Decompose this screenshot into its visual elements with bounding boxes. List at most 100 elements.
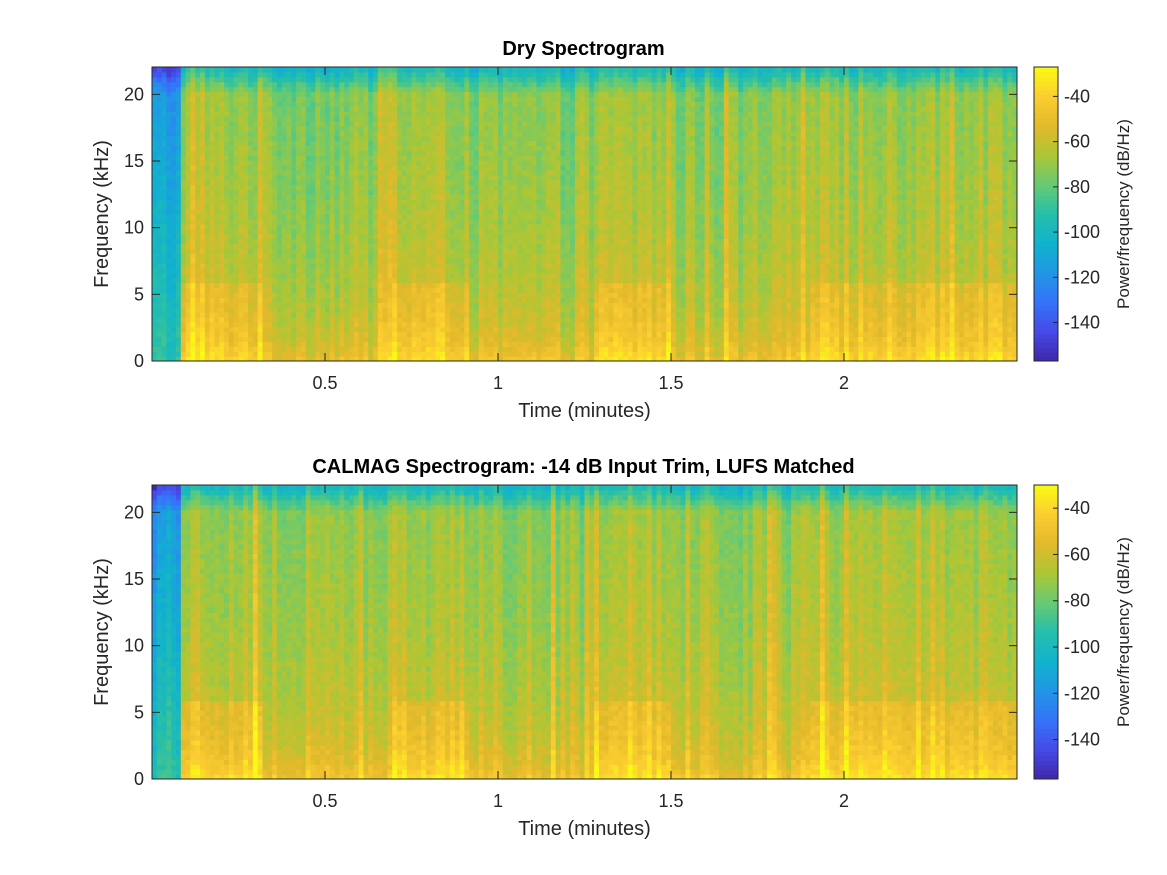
- spectrogram-cell: [358, 150, 365, 156]
- spectrogram-cell: [176, 282, 182, 289]
- spectrogram-cell: [464, 253, 470, 259]
- spectrogram-cell: [526, 277, 533, 284]
- spectrogram-cell: [541, 253, 547, 259]
- spectrogram-cell: [401, 253, 408, 259]
- spectrogram-cell: [171, 189, 177, 195]
- spectrogram-cell: [156, 218, 163, 225]
- spectrogram-cell: [531, 351, 538, 357]
- spectrogram-cell: [291, 292, 297, 298]
- spectrogram-cell: [161, 81, 168, 88]
- spectrogram-cell: [454, 160, 461, 166]
- spectrogram-cell: [334, 248, 341, 254]
- spectrogram-cell: [320, 76, 326, 83]
- spectrogram-cell: [195, 297, 201, 303]
- spectrogram-cell: [329, 81, 336, 88]
- spectrogram-cell: [310, 86, 316, 93]
- spectrogram-cell: [522, 258, 528, 264]
- spectrogram-cell: [267, 297, 273, 303]
- spectrogram-cell: [517, 155, 523, 161]
- spectrogram-cell: [416, 145, 422, 151]
- spectrogram-cell: [296, 263, 302, 269]
- spectrogram-cell: [248, 120, 254, 127]
- spectrogram-cell: [512, 71, 518, 78]
- spectrogram-cell: [329, 228, 336, 235]
- spectrogram-cell: [488, 214, 494, 220]
- spectrogram-cell: [166, 218, 172, 225]
- spectrogram-cell: [305, 356, 312, 361]
- spectrogram-cell: [305, 302, 312, 308]
- spectrogram-cell: [488, 130, 494, 137]
- spectrogram-cell: [368, 253, 374, 259]
- spectrogram-cell: [411, 282, 417, 289]
- spectrogram-cell: [315, 321, 321, 328]
- spectrogram-cell: [349, 218, 355, 225]
- spectrogram-cell: [387, 169, 393, 176]
- spectrogram-cell: [445, 346, 451, 352]
- spectrogram-cell: [228, 228, 235, 235]
- spectrogram-cell: [512, 67, 518, 73]
- spectrogram-cell: [334, 91, 341, 97]
- spectrogram-cell: [166, 277, 172, 284]
- spectrogram-cell: [315, 326, 321, 333]
- spectrogram-cell: [214, 312, 220, 318]
- spectrogram-cell: [358, 155, 365, 161]
- spectrogram-cell: [536, 209, 542, 215]
- spectrogram-cell: [257, 272, 264, 279]
- spectrogram-cell: [156, 307, 163, 313]
- spectrogram-cell: [248, 218, 254, 225]
- spectrogram-cell: [502, 253, 509, 259]
- spectrogram-cell: [483, 204, 489, 210]
- spectrogram-cell: [522, 263, 528, 269]
- spectrogram-cell: [238, 316, 244, 323]
- spectrogram-cell: [416, 209, 422, 215]
- spectrogram-cell: [344, 331, 350, 338]
- spectrogram-cell: [406, 81, 413, 88]
- spectrogram-cell: [435, 145, 441, 151]
- spectrogram-cell: [252, 292, 259, 298]
- spectrogram-cell: [339, 91, 345, 97]
- spectrogram-cell: [272, 292, 278, 298]
- spectrogram-cell: [382, 101, 389, 107]
- spectrogram-cell: [325, 165, 331, 171]
- spectrogram-cell: [310, 321, 316, 328]
- spectrogram-cell: [421, 307, 427, 313]
- spectrogram-cell: [233, 243, 240, 249]
- spectrogram-cell: [267, 120, 273, 127]
- spectrogram-cell: [377, 316, 384, 323]
- spectrogram-cell: [228, 277, 235, 284]
- spectrogram-cell: [305, 76, 312, 83]
- spectrogram-cell: [171, 321, 177, 328]
- spectrogram-cell: [358, 174, 365, 181]
- spectrogram-cell: [526, 101, 533, 107]
- spectrogram-cell: [454, 228, 461, 235]
- spectrogram-cell: [214, 155, 220, 161]
- spectrogram-cell: [445, 140, 451, 146]
- spectrogram-cell: [445, 71, 451, 78]
- spectrogram-cell: [228, 140, 235, 146]
- spectrogram-cell: [550, 326, 557, 333]
- spectrogram-cell: [156, 204, 163, 210]
- spectrogram-cell: [195, 312, 201, 318]
- spectrogram-cell: [228, 120, 235, 127]
- spectrogram-cell: [190, 277, 196, 284]
- spectrogram-cell: [397, 111, 403, 117]
- spectrogram-cell: [339, 336, 345, 342]
- spectrogram-cell: [425, 243, 432, 249]
- spectrogram-cell: [397, 263, 403, 269]
- spectrogram-cell: [507, 214, 514, 220]
- spectrogram-cell: [291, 145, 297, 151]
- spectrogram-cell: [166, 302, 172, 308]
- spectrogram-cell: [190, 130, 196, 137]
- spectrogram-cell: [498, 135, 504, 142]
- spectrogram-cell: [329, 165, 336, 171]
- spectrogram-cell: [512, 326, 518, 333]
- spectrogram-cell: [305, 81, 312, 88]
- spectrogram-cell: [320, 243, 326, 249]
- spectrogram-cell: [541, 228, 547, 235]
- spectrogram-cell: [550, 321, 557, 328]
- spectrogram-cell: [445, 214, 451, 220]
- spectrogram-cell: [488, 96, 494, 102]
- spectrogram-cell: [233, 238, 240, 244]
- spectrogram-cell: [291, 243, 297, 249]
- spectrogram-cell: [291, 86, 297, 93]
